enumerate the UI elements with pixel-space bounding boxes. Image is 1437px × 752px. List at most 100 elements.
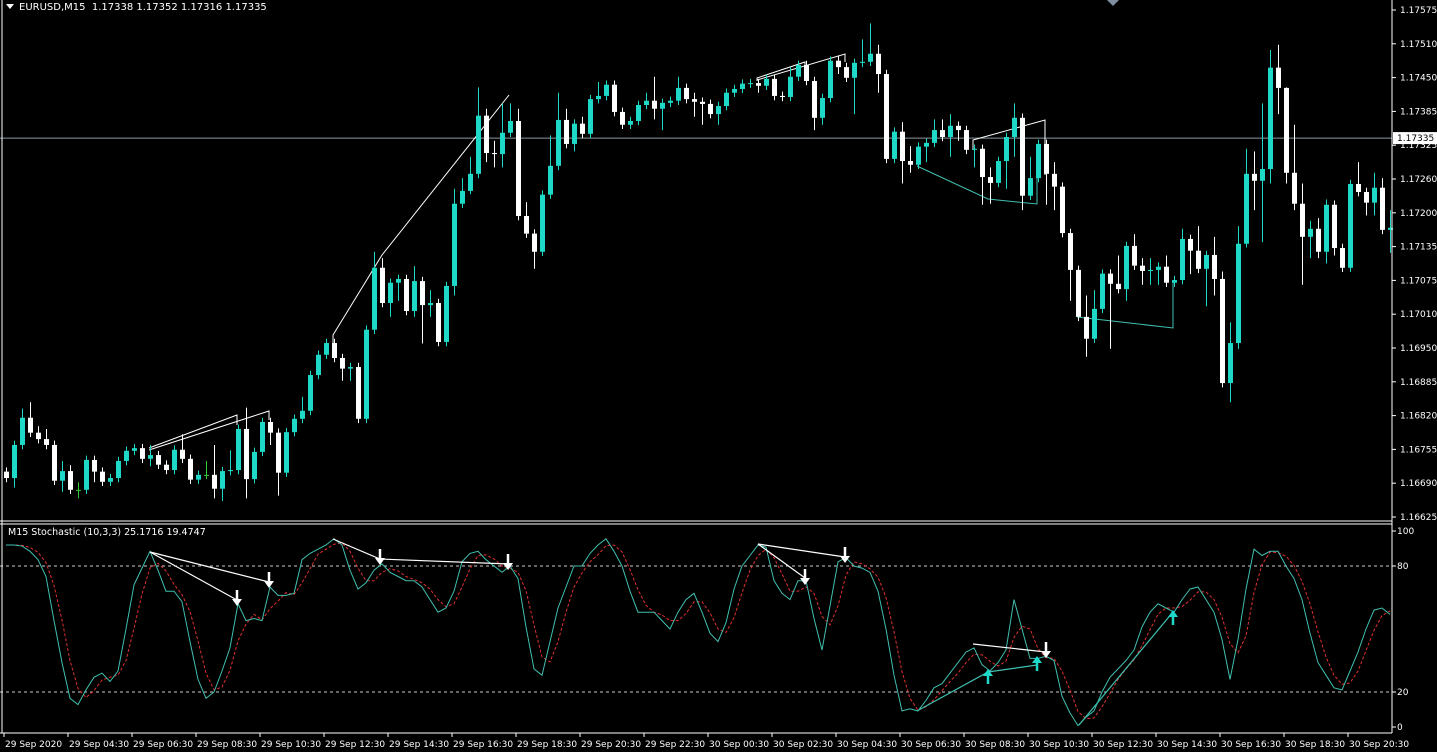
candle: [732, 84, 737, 97]
time-tick-label: 29 Sep 14:30: [389, 740, 449, 750]
candle: [1156, 262, 1161, 285]
candle: [852, 58, 857, 115]
candle-body: [172, 449, 177, 471]
candle-body: [1052, 173, 1057, 187]
price-tick-label: 1.17200: [1400, 209, 1437, 219]
time-tick-label: 30 Sep 10:30: [1029, 740, 1089, 750]
candle-body: [996, 161, 1001, 183]
candle-body: [1180, 238, 1185, 281]
candle-body: [204, 474, 209, 476]
candle: [876, 44, 881, 93]
candle: [548, 135, 553, 199]
candle: [1100, 269, 1105, 314]
candle-body: [84, 459, 89, 490]
trend-line: [916, 165, 1038, 205]
candle-body: [140, 448, 145, 459]
candle: [628, 116, 633, 130]
scroll-marker-icon[interactable]: [1107, 0, 1119, 6]
candle: [204, 460, 209, 480]
candle-body: [660, 102, 665, 109]
candle-body: [1228, 343, 1233, 384]
candle: [212, 444, 217, 499]
stoch-tick-label: 0: [1397, 723, 1403, 733]
candle-body: [52, 444, 57, 481]
time-tick-label: 30 Sep 00:30: [709, 740, 769, 750]
candle: [1124, 241, 1129, 301]
candle-body: [276, 432, 281, 473]
candle-body: [516, 121, 521, 217]
candle-body: [988, 177, 993, 183]
candle: [156, 450, 161, 469]
candle: [540, 190, 545, 257]
candle-body: [404, 278, 409, 311]
candle-body: [92, 459, 97, 472]
candle: [1380, 178, 1385, 235]
candle: [108, 473, 113, 487]
candle-body: [748, 83, 753, 85]
candle-body: [12, 444, 17, 479]
candle-body: [364, 329, 369, 419]
candle: [1364, 187, 1369, 216]
candle: [916, 142, 921, 170]
candle-body: [548, 165, 553, 195]
candle-body: [1188, 238, 1193, 251]
candle-body: [860, 61, 865, 63]
candle-body: [244, 428, 249, 480]
candle: [508, 103, 513, 138]
arrow-up-icon: [1032, 656, 1042, 671]
candle: [828, 56, 833, 103]
candle-body: [964, 130, 969, 150]
candle: [708, 99, 713, 119]
candle-body: [700, 101, 705, 104]
candle-body: [604, 84, 609, 96]
candle: [316, 350, 321, 380]
candle-body: [1316, 228, 1321, 252]
candle: [588, 94, 593, 139]
candle: [364, 325, 369, 424]
candle-body: [1020, 117, 1025, 196]
candle: [532, 229, 537, 269]
trend-line: [332, 94, 510, 345]
candle-body: [340, 357, 345, 369]
candle-body: [452, 203, 457, 286]
candle: [180, 434, 185, 464]
dropdown-triangle-icon[interactable]: [6, 4, 14, 9]
candle-body: [1164, 266, 1169, 283]
time-tick-label: 30 Sep 08:30: [965, 740, 1025, 750]
candle: [188, 454, 193, 484]
candle-body: [804, 64, 809, 81]
time-tick-label: 29 Sep 12:30: [325, 740, 385, 750]
candle-body: [836, 60, 841, 68]
candle-body: [1220, 278, 1225, 384]
candle: [1116, 255, 1121, 294]
candle-body: [484, 115, 489, 154]
stoch-k-line: [6, 537, 1391, 727]
candle: [1236, 226, 1241, 349]
candle-body: [380, 267, 385, 303]
candle: [1060, 182, 1065, 238]
candle-body: [428, 302, 433, 306]
price-tick-label: 1.17510: [1400, 40, 1437, 50]
candle: [956, 121, 961, 141]
candle-body: [1260, 169, 1265, 181]
candle: [772, 74, 777, 101]
candle-body: [580, 123, 585, 134]
candle: [260, 417, 265, 457]
candle: [636, 100, 641, 126]
candle-body: [388, 282, 393, 303]
candle: [1324, 199, 1329, 264]
candle: [900, 122, 905, 184]
candle-body: [756, 83, 761, 86]
arrow-down-icon: [232, 590, 242, 606]
candle-body: [644, 100, 649, 105]
candle-body: [228, 470, 233, 472]
divergence-line: [757, 543, 806, 579]
candle: [60, 460, 65, 492]
time-tick-label: 30 Sep 12:30: [1093, 740, 1153, 750]
candle: [484, 108, 489, 163]
candle: [1044, 139, 1049, 205]
candle: [308, 370, 313, 416]
candle-body: [796, 64, 801, 77]
stoch-tick-label: 100: [1397, 527, 1414, 537]
